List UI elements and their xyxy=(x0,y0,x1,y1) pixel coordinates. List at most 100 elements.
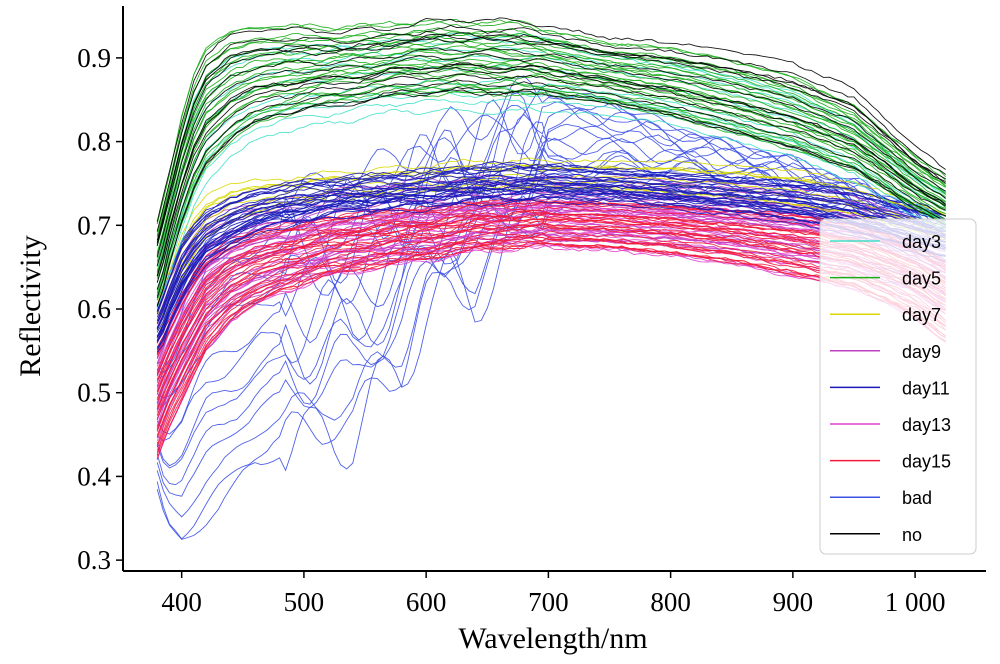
series-line-day5 xyxy=(156,27,946,233)
legend: day3 day5 day7 day9 day11 day13 day15 bad no xyxy=(819,218,977,555)
series-line-day11 xyxy=(156,166,946,312)
series-line-day15 xyxy=(156,234,946,439)
legend-label-day3: day3 xyxy=(902,232,941,252)
series-line-day15 xyxy=(156,234,946,436)
y-tick-label: 0.7 xyxy=(77,210,111,240)
y-tick-label: 0.5 xyxy=(77,378,111,408)
series-line-day13 xyxy=(156,206,946,376)
series-line-day11 xyxy=(156,170,946,318)
x-tick-label: 1 000 xyxy=(885,587,946,617)
series-line-day11 xyxy=(156,185,946,338)
series-line-day15 xyxy=(156,242,946,447)
series-line-day11 xyxy=(156,174,946,322)
series-line-no xyxy=(156,17,946,222)
series-line-day15 xyxy=(156,205,946,356)
y-tick-label: 0.9 xyxy=(77,43,111,73)
series-line-day3 xyxy=(156,98,946,300)
series-line-day11 xyxy=(156,160,946,308)
legend-label-no: no xyxy=(902,525,922,545)
series-line-day11 xyxy=(156,185,946,338)
series-line-day9 xyxy=(156,239,946,427)
series-line-no xyxy=(156,53,946,266)
legend-label-day11: day11 xyxy=(902,378,950,398)
series-line-bad xyxy=(156,175,946,518)
series-line-day11 xyxy=(156,196,946,349)
series-line-bad xyxy=(157,104,947,371)
series-line-day5 xyxy=(156,79,946,290)
series-line-day15 xyxy=(156,220,946,403)
series-line-day15 xyxy=(156,232,947,432)
series-line-day5 xyxy=(156,66,946,276)
legend-label-day5: day5 xyxy=(902,269,941,289)
x-tick-label: 400 xyxy=(161,587,202,617)
series-line-day15 xyxy=(156,214,947,382)
series-line-day11 xyxy=(156,199,946,353)
series-line-day5 xyxy=(156,35,946,242)
series-line-day5 xyxy=(156,85,946,296)
series-line-day15 xyxy=(156,231,947,429)
series-line-day11 xyxy=(156,161,946,307)
series-line-day5 xyxy=(156,63,946,273)
series-line-day7 xyxy=(156,157,946,305)
series-line-day5 xyxy=(156,40,946,246)
x-tick-label: 700 xyxy=(528,587,569,617)
legend-box xyxy=(819,218,977,555)
series-line-day5 xyxy=(156,19,946,225)
series-line-day11 xyxy=(156,187,946,338)
series-line-bad xyxy=(156,147,946,467)
series-line-day11 xyxy=(156,179,946,329)
series-line-no xyxy=(156,24,946,232)
series-line-day7 xyxy=(156,173,946,325)
series-line-day11 xyxy=(156,165,946,311)
series-line-day3 xyxy=(156,78,946,283)
y-axis-title: Reflectivity xyxy=(14,235,47,377)
series-line-no xyxy=(156,89,946,307)
y-tick-label: 0.6 xyxy=(77,294,111,324)
series-line-day11 xyxy=(156,176,946,324)
x-tick-label: 500 xyxy=(284,587,325,617)
series-line-no xyxy=(156,62,946,277)
x-axis-title: Wavelength/nm xyxy=(458,622,647,655)
y-tick-label: 0.3 xyxy=(77,545,111,575)
series-line-no xyxy=(156,47,946,258)
legend-label-day7: day7 xyxy=(902,305,941,325)
series-line-day9 xyxy=(156,207,946,372)
legend-label-bad: bad xyxy=(902,488,932,508)
series-line-day11 xyxy=(156,190,946,343)
x-tick-label: 800 xyxy=(650,587,691,617)
series-line-day15 xyxy=(156,216,947,395)
series-line-day5 xyxy=(156,29,946,236)
series-line-no xyxy=(156,67,946,283)
series-line-day11 xyxy=(156,179,946,330)
series-line-bad xyxy=(156,121,946,442)
series-line-day15 xyxy=(156,217,946,392)
series-line-day15 xyxy=(156,219,946,401)
series-line-day13 xyxy=(156,243,946,451)
series-line-no xyxy=(156,73,946,290)
x-tick-label: 600 xyxy=(406,587,447,617)
series-line-day15 xyxy=(156,225,946,416)
series-line-day11 xyxy=(156,179,946,331)
legend-label-day13: day13 xyxy=(902,415,951,435)
series-line-day3 xyxy=(156,107,946,309)
series-line-day15 xyxy=(156,209,946,371)
series-line-no xyxy=(156,33,946,241)
series-line-day5 xyxy=(156,83,946,293)
series-layer xyxy=(156,17,947,540)
series-line-day5 xyxy=(156,45,946,253)
y-tick-label: 0.8 xyxy=(77,127,111,157)
series-line-no xyxy=(156,79,946,298)
series-line-day15 xyxy=(156,223,946,411)
series-line-day15 xyxy=(156,215,946,387)
ticks-layer: 400 500 600 700 800 900 1 000 0.3 0.4 0.5 0.6 0.7 0.… xyxy=(77,43,945,617)
legend-label-day15: day15 xyxy=(902,452,951,472)
series-line-bad xyxy=(156,123,946,399)
series-line-day13 xyxy=(156,244,946,459)
y-tick-label: 0.4 xyxy=(77,461,111,491)
x-tick-label: 900 xyxy=(773,587,814,617)
legend-items: day3 day5 day7 day9 day11 day13 day15 bad no xyxy=(830,232,951,545)
legend-label-day9: day9 xyxy=(902,342,941,362)
series-line-day9 xyxy=(156,232,946,426)
series-line-day5 xyxy=(156,64,946,272)
